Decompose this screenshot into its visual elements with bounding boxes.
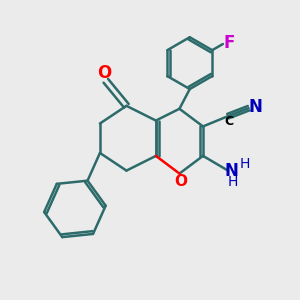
Text: F: F [224,34,235,52]
Text: H: H [227,175,238,189]
Text: O: O [174,174,188,189]
Text: H: H [240,157,250,171]
Text: N: N [225,162,238,180]
Text: C: C [224,115,233,128]
Text: O: O [97,64,112,82]
Text: N: N [248,98,262,116]
